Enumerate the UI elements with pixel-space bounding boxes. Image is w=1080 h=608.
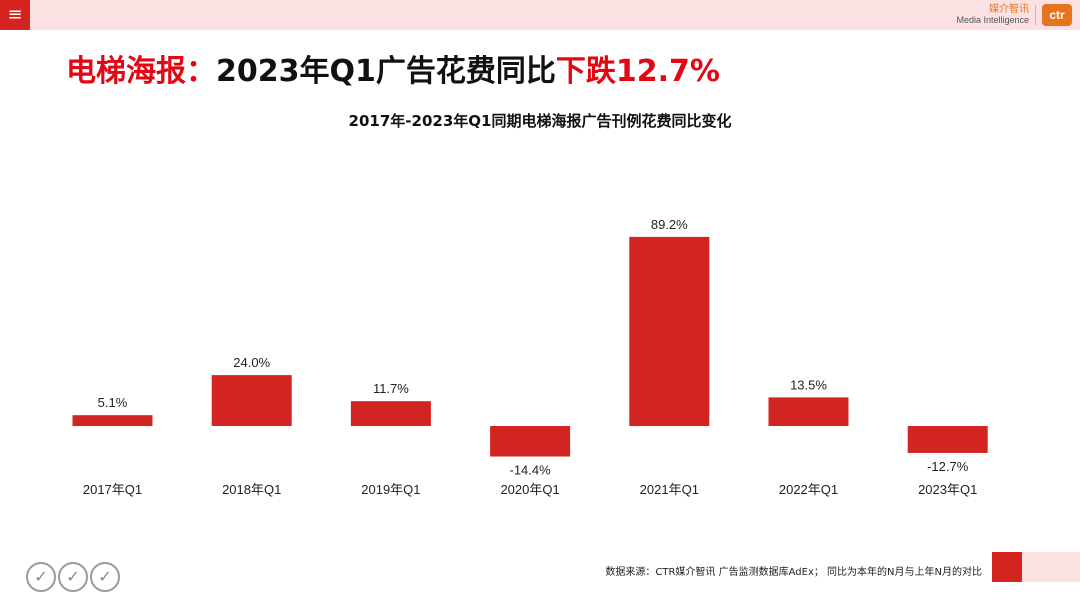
menu-icon[interactable]: ≡ xyxy=(0,0,30,30)
x-tick-label-2017年Q1: 2017年Q1 xyxy=(83,482,142,497)
brand-text: 媒介智讯 Media Intelligence xyxy=(956,4,1029,26)
page-title-part1: 电梯海报： xyxy=(66,54,216,89)
x-tick-label-2021年Q1: 2021年Q1 xyxy=(640,482,699,497)
data-label-2023年Q1: -12.7% xyxy=(927,459,969,474)
data-label-2018年Q1: 24.0% xyxy=(233,355,270,370)
bar-2022年Q1 xyxy=(768,397,849,426)
page-title-part3: 下跌12.7% xyxy=(555,54,720,89)
bar-2023年Q1 xyxy=(907,426,988,453)
x-tick-label-2018年Q1: 2018年Q1 xyxy=(222,482,281,497)
brand-en: Media Intelligence xyxy=(956,15,1029,25)
sgs-badge-icon: ✓ xyxy=(58,562,88,592)
footer-accent-red xyxy=(992,552,1022,582)
sgs-badge-icon: ✓ xyxy=(90,562,120,592)
footer-accent-pink xyxy=(1022,552,1080,582)
brand-cn: 媒介智讯 xyxy=(989,4,1029,15)
data-source-note: 数据来源：CTR媒介智讯 广告监测数据库AdEx； 同比为本年的N月与上年N月的… xyxy=(605,567,982,578)
data-label-2022年Q1: 13.5% xyxy=(790,377,827,392)
top-bar: ≡ 媒介智讯 Media Intelligence ctr xyxy=(0,0,1080,30)
data-label-2017年Q1: 5.1% xyxy=(98,395,128,410)
data-label-2020年Q1: -14.4% xyxy=(509,463,551,478)
sgs-badge-icon: ✓ xyxy=(26,562,56,592)
bar-2019年Q1 xyxy=(350,401,431,426)
x-tick-label-2020年Q1: 2020年Q1 xyxy=(500,482,559,497)
bar-2017年Q1 xyxy=(72,415,153,426)
certification-badges: ✓ ✓ ✓ xyxy=(26,562,122,592)
bar-2021年Q1 xyxy=(629,236,710,426)
data-label-2021年Q1: 89.2% xyxy=(651,217,688,232)
brand-divider xyxy=(1035,5,1036,25)
chart-title: 2017年-2023年Q1同期电梯海报广告刊例花费同比变化 xyxy=(348,112,732,130)
x-tick-label-2023年Q1: 2023年Q1 xyxy=(918,482,977,497)
ctr-logo-icon: ctr xyxy=(1042,4,1072,26)
brand-logo-group: 媒介智讯 Media Intelligence ctr xyxy=(956,4,1072,26)
page-title-part2: 2023年Q1广告花费同比 xyxy=(216,54,556,89)
x-tick-label-2019年Q1: 2019年Q1 xyxy=(361,482,420,497)
page-title: 电梯海报：2023年Q1广告花费同比下跌12.7% xyxy=(66,46,720,90)
bar-2020年Q1 xyxy=(490,426,571,457)
bar-2018年Q1 xyxy=(211,375,292,426)
data-label-2019年Q1: 11.7% xyxy=(373,381,409,396)
x-tick-label-2022年Q1: 2022年Q1 xyxy=(779,482,838,497)
